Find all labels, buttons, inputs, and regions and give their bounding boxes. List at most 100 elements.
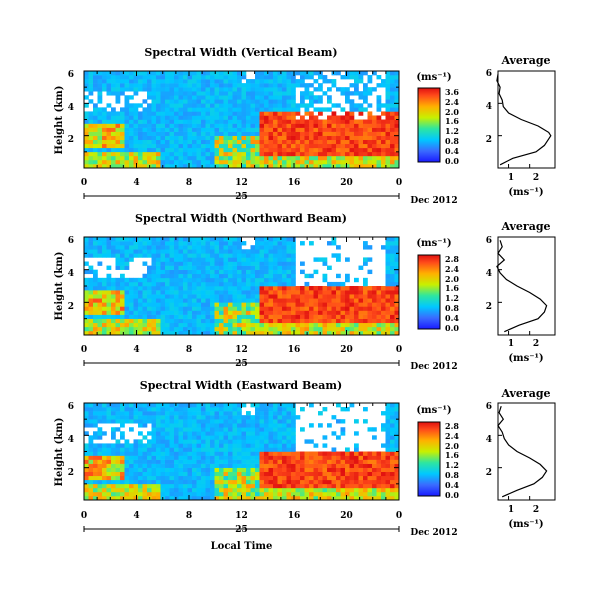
- heatmap-cell: [183, 83, 188, 88]
- heatmap-cell: [273, 487, 278, 493]
- heatmap-cell: [169, 463, 175, 468]
- heatmap-cell: [327, 495, 332, 500]
- colorbar-tick: 2.0: [445, 274, 459, 284]
- heatmap-cell: [151, 83, 157, 88]
- heatmap-cell: [327, 87, 332, 92]
- heatmap-cell: [84, 318, 89, 324]
- heatmap-cell: [84, 163, 89, 168]
- heatmap-cell: [124, 306, 130, 311]
- heatmap-cell: [174, 290, 179, 295]
- heatmap-cell: [196, 147, 202, 153]
- heatmap-cell: [111, 151, 116, 157]
- heatmap-cell: [232, 459, 238, 464]
- heatmap-cell: [205, 483, 211, 489]
- heatmap-cell: [120, 155, 125, 161]
- heatmap-cell: [372, 483, 377, 489]
- heatmap-cell: [282, 326, 287, 332]
- heatmap-cell: [111, 306, 116, 311]
- heatmap-cell: [210, 155, 215, 161]
- heatmap-cell: [183, 241, 188, 246]
- heatmap-cell: [282, 151, 287, 157]
- heatmap-cell: [124, 83, 130, 88]
- heatmap-cell: [84, 79, 89, 84]
- heatmap-cell: [174, 277, 179, 283]
- heatmap-cell: [187, 277, 193, 283]
- heatmap-cell: [88, 471, 94, 477]
- heatmap-cell: [142, 261, 148, 266]
- heatmap-cell: [241, 155, 247, 161]
- colorbar: [417, 421, 441, 497]
- heatmap-cell: [223, 290, 229, 295]
- heatmap-cell: [300, 103, 305, 108]
- heatmap-cell: [358, 330, 364, 335]
- heatmap-cell: [174, 487, 179, 493]
- heatmap-cell: [241, 443, 247, 448]
- heatmap-cell: [151, 107, 157, 112]
- heatmap-cell: [129, 281, 134, 287]
- heatmap-cell: [295, 103, 301, 108]
- heatmap-cell: [124, 451, 130, 456]
- heatmap-cell: [390, 435, 395, 440]
- heatmap-cell: [286, 119, 292, 124]
- heatmap-cell: [115, 294, 121, 299]
- heatmap-cell: [223, 475, 229, 481]
- heatmap-cell: [345, 147, 350, 153]
- heatmap-cell: [214, 326, 220, 332]
- heatmap-cell: [129, 483, 134, 489]
- heatmap-cell: [223, 407, 229, 412]
- heatmap-cell: [138, 253, 143, 258]
- heatmap-cell: [192, 281, 197, 287]
- heatmap-cell: [201, 159, 206, 165]
- heatmap-cell: [196, 127, 202, 132]
- heatmap-cell: [183, 253, 188, 258]
- heatmap-cell: [390, 443, 395, 448]
- heatmap-cell: [111, 119, 116, 124]
- heatmap-cell: [138, 87, 143, 92]
- heatmap-cell: [277, 273, 283, 279]
- heatmap-cell: [106, 415, 112, 420]
- heatmap-cell: [295, 306, 301, 311]
- heatmap-cell: [192, 318, 197, 324]
- heatmap-cell: [313, 143, 319, 149]
- heatmap-cell: [354, 123, 359, 128]
- heatmap-cell: [345, 273, 350, 279]
- heatmap-cell: [205, 163, 211, 168]
- heatmap-cell: [255, 151, 260, 157]
- heatmap-cell: [354, 103, 359, 108]
- heatmap-cell: [219, 91, 224, 96]
- heatmap-cell: [210, 419, 215, 424]
- heatmap-cell: [381, 495, 386, 500]
- heatmap-cell: [102, 298, 107, 303]
- heatmap-cell: [228, 451, 233, 456]
- heatmap-cell: [246, 111, 251, 116]
- heatmap-cell: [309, 475, 314, 481]
- heatmap-cell: [111, 314, 116, 319]
- heatmap-cell: [354, 447, 359, 452]
- heatmap-cell: [264, 83, 269, 88]
- heatmap-cell: [241, 265, 247, 270]
- heatmap-cell: [250, 318, 256, 324]
- heatmap-cell: [394, 310, 399, 315]
- heatmap-cell: [169, 495, 175, 500]
- heatmap-cell: [331, 475, 337, 481]
- heatmap-cell: [358, 286, 364, 291]
- heatmap-cell: [381, 487, 386, 493]
- heatmap-cell: [187, 443, 193, 448]
- heatmap-cell: [354, 139, 359, 145]
- heatmap-cell: [142, 491, 148, 497]
- heatmap-cell: [394, 487, 399, 493]
- heatmap-cell: [300, 495, 305, 500]
- heatmap-cell: [151, 147, 157, 153]
- heatmap-cell: [147, 273, 152, 279]
- heatmap-cells: [84, 71, 399, 168]
- heatmap-cell: [282, 487, 287, 493]
- heatmap-cell: [88, 123, 94, 128]
- heatmap-cell: [111, 411, 116, 416]
- heatmap-cell: [138, 245, 143, 250]
- heatmap-cell: [309, 459, 314, 464]
- heatmap-cell: [300, 261, 305, 266]
- heatmap-cell: [106, 318, 112, 324]
- heatmap-cell: [300, 163, 305, 168]
- heatmap-cell: [322, 467, 328, 473]
- heatmap-cell: [381, 131, 386, 136]
